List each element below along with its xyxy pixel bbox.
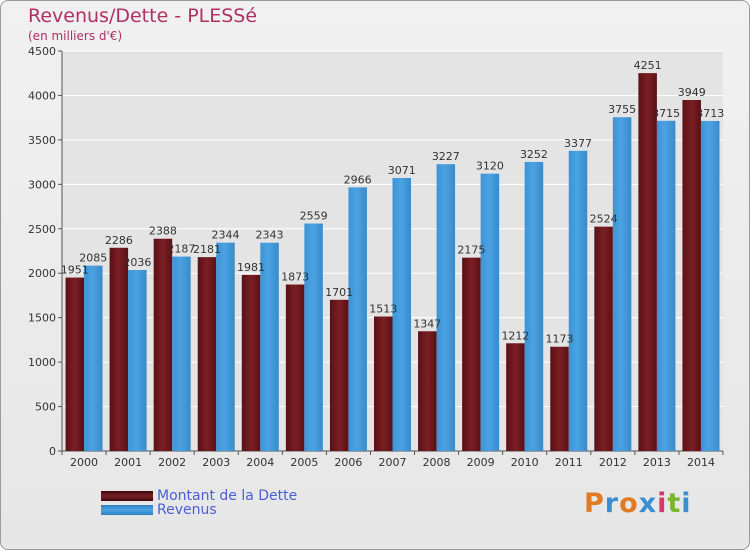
bar-dette: [109, 247, 129, 451]
legend-item-dette: Montant de la Dette: [101, 488, 298, 504]
data-label-revenus: 2187: [167, 243, 195, 256]
data-label-dette: 1173: [546, 333, 574, 346]
bar-revenus: [656, 120, 676, 452]
data-label-dette: 1981: [237, 261, 265, 274]
bar-revenus: [348, 187, 367, 451]
x-tick-label: 2014: [687, 456, 715, 469]
bar-revenus: [612, 117, 632, 451]
x-tick-label: 2003: [202, 456, 230, 469]
data-label-dette: 1212: [501, 329, 529, 342]
data-label-revenus: 2085: [79, 252, 107, 265]
data-label-dette: 1347: [413, 317, 441, 330]
bar-revenus: [436, 164, 456, 451]
bar-dette: [506, 343, 525, 451]
y-tick-label: 4000: [28, 89, 56, 102]
data-label-revenus: 3713: [696, 107, 724, 120]
data-label-dette: 2286: [105, 234, 133, 247]
y-tick-label: 1000: [28, 356, 56, 369]
data-label-revenus: 2344: [211, 229, 239, 242]
bar-dette: [682, 99, 701, 451]
data-label-revenus: 2559: [300, 210, 328, 223]
y-tick-label: 2000: [28, 267, 56, 280]
y-tick-label: 0: [49, 445, 56, 458]
x-tick-label: 2009: [467, 456, 495, 469]
y-tick-label: 3500: [28, 134, 56, 147]
data-label-dette: 1873: [281, 271, 309, 284]
x-tick-label: 2000: [70, 456, 98, 469]
data-label-dette: 4251: [634, 59, 662, 72]
legend-swatch-revenus: [101, 505, 153, 515]
bar-dette: [462, 257, 481, 451]
x-tick-label: 2006: [334, 456, 362, 469]
bar-dette: [65, 277, 85, 451]
data-label-dette: 2181: [193, 243, 221, 256]
data-label-revenus: 2343: [256, 229, 284, 242]
data-label-revenus: 3120: [476, 160, 504, 173]
y-tick-label: 500: [35, 401, 56, 414]
x-tick-label: 2010: [511, 456, 539, 469]
chart-subtitle: (en milliers d'€): [28, 29, 123, 43]
x-tick-label: 2007: [379, 456, 407, 469]
data-label-revenus: 3252: [520, 148, 548, 161]
bar-revenus: [260, 242, 279, 451]
chart-title: Revenus/Dette - PLESSé: [28, 5, 258, 27]
data-label-revenus: 3227: [432, 150, 460, 163]
bar-revenus: [524, 161, 544, 451]
data-label-dette: 1701: [325, 286, 353, 299]
bar-dette: [329, 299, 349, 451]
bar-revenus: [84, 265, 103, 451]
bar-dette: [418, 331, 437, 451]
bar-revenus: [700, 120, 720, 451]
data-label-dette: 1951: [61, 264, 89, 277]
data-label-revenus: 2966: [344, 173, 372, 186]
data-label-dette: 3949: [678, 86, 706, 99]
legend-label-revenus: Revenus: [157, 502, 217, 518]
data-label-revenus: 3715: [652, 107, 680, 120]
legend-item-revenus: Revenus: [101, 502, 217, 518]
legend-label-dette: Montant de la Dette: [157, 488, 298, 504]
data-label-revenus: 3071: [388, 164, 416, 177]
bar-dette: [241, 274, 261, 451]
bar-dette: [197, 257, 217, 451]
x-tick-label: 2013: [643, 456, 671, 469]
bar-revenus: [480, 173, 500, 451]
bar-revenus: [568, 150, 588, 452]
proxiti-logo: Proxiti: [584, 488, 692, 519]
data-label-dette: 2524: [590, 213, 618, 226]
bar-revenus: [304, 223, 323, 451]
x-tick-label: 2008: [423, 456, 451, 469]
data-label-dette: 2388: [149, 225, 177, 238]
bar-dette: [153, 238, 173, 451]
bar-revenus: [128, 270, 147, 451]
x-tick-label: 2012: [599, 456, 627, 469]
data-label-revenus: 3377: [564, 137, 592, 150]
legend-swatch-dette: [101, 491, 153, 501]
y-tick-label: 2500: [28, 223, 56, 236]
bar-dette: [550, 346, 569, 451]
x-tick-label: 2005: [290, 456, 318, 469]
data-label-dette: 1513: [369, 303, 397, 316]
y-tick-label: 4500: [28, 45, 56, 58]
bar-dette: [374, 316, 393, 451]
y-tick-label: 1500: [28, 312, 56, 325]
bar-dette: [638, 73, 657, 451]
bar-revenus: [392, 178, 411, 451]
bar-dette: [285, 284, 305, 451]
data-label-revenus: 2036: [123, 256, 151, 269]
bar-dette: [594, 226, 613, 451]
bar-revenus: [216, 242, 235, 451]
x-tick-label: 2004: [246, 456, 274, 469]
bar-revenus: [172, 256, 191, 451]
y-tick-label: 3000: [28, 178, 56, 191]
x-tick-label: 2001: [114, 456, 142, 469]
data-label-revenus: 3755: [608, 103, 636, 116]
data-label-dette: 2175: [457, 244, 485, 257]
x-tick-label: 2002: [158, 456, 186, 469]
x-tick-label: 2011: [555, 456, 583, 469]
